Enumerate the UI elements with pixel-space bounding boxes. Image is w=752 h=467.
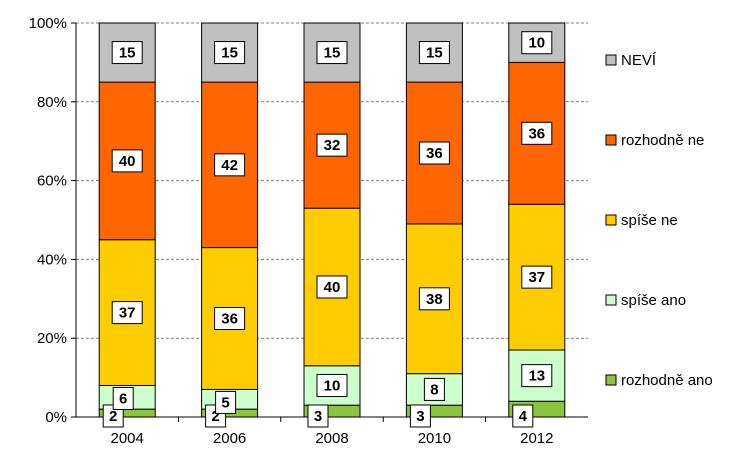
legend-label: rozhodně ne (621, 132, 704, 149)
data-label: 2 (211, 408, 219, 425)
data-label: 36 (221, 311, 238, 328)
x-tick-label: 2012 (520, 430, 553, 447)
data-label: 42 (221, 157, 238, 174)
data-label-box (521, 265, 553, 289)
y-tick-label: 80% (37, 94, 67, 111)
axes: 0% 20% 40% 60% 80% 100% 2004 2006 2008 2010 2012 (29, 15, 588, 447)
data-label: 2 (109, 408, 117, 425)
x-tick-label: 2004 (111, 430, 144, 447)
data-label: 13 (528, 368, 545, 385)
data-label: 15 (119, 45, 136, 62)
data-label: 4 (519, 408, 528, 425)
data-label-box (316, 373, 348, 397)
legend-label: spíše ne (621, 212, 678, 229)
y-tick-label: 20% (37, 330, 67, 347)
data-label: 3 (416, 408, 424, 425)
data-label: 10 (528, 35, 545, 52)
data-label: 36 (426, 145, 443, 162)
legend-label: spíše ano (621, 292, 686, 309)
data-label-box (512, 404, 534, 428)
data-label: 37 (119, 305, 136, 322)
data-label: 37 (528, 269, 545, 286)
legend-label: rozhodně ano (621, 372, 713, 389)
bars (98, 22, 566, 418)
data-label: 40 (324, 279, 341, 296)
data-label-box (418, 141, 450, 165)
data-label-box (307, 404, 329, 428)
data-label: 15 (426, 45, 443, 62)
legend-swatch (605, 214, 617, 226)
data-label: 15 (324, 45, 341, 62)
data-label: 10 (324, 377, 341, 394)
data-label-box (111, 41, 143, 65)
y-tick-label: 60% (37, 173, 67, 190)
data-label-box (521, 121, 553, 145)
data-label-box (409, 404, 431, 428)
data-label-box (215, 390, 237, 414)
data-label: 8 (430, 381, 438, 398)
data-label: 40 (119, 153, 136, 170)
data-label-box (423, 377, 445, 401)
x-tick-label: 2010 (418, 430, 451, 447)
y-tick-label: 100% (29, 15, 67, 32)
data-label-box (214, 153, 246, 177)
data-labels: 2637401525364215310403215383836154133736… (102, 31, 553, 428)
x-tick-label: 2006 (213, 430, 246, 447)
data-label: 36 (528, 125, 545, 142)
data-label: 5 (221, 394, 229, 411)
legend-label: NEVÍ (621, 52, 657, 69)
data-label: 6 (119, 390, 127, 407)
legend-swatch (605, 294, 617, 306)
data-label-box (214, 307, 246, 330)
data-label-box (418, 287, 450, 311)
data-label-box (111, 301, 143, 325)
y-tick-label: 0% (45, 409, 67, 426)
legend-swatch (605, 54, 617, 66)
legend: NEVÍ rozhodně ne spíše ne spíše ano rozhodně… (605, 52, 713, 389)
data-label-box (316, 41, 348, 65)
y-tick-label: 40% (37, 251, 67, 268)
data-label: 3 (314, 408, 322, 425)
data-label-box (316, 275, 348, 299)
data-label-box (214, 41, 246, 65)
data-label: 15 (221, 45, 238, 62)
data-label-box (418, 41, 450, 65)
data-label-box (112, 386, 134, 410)
data-label: 32 (324, 137, 341, 154)
x-tick-label: 2008 (315, 430, 348, 447)
data-label-box (521, 364, 553, 388)
legend-swatch (605, 134, 617, 146)
data-label: 38 (426, 291, 443, 308)
legend-swatch (605, 374, 617, 386)
data-label-box (111, 149, 143, 173)
data-label-box (316, 133, 348, 157)
data-label-box (521, 31, 553, 55)
